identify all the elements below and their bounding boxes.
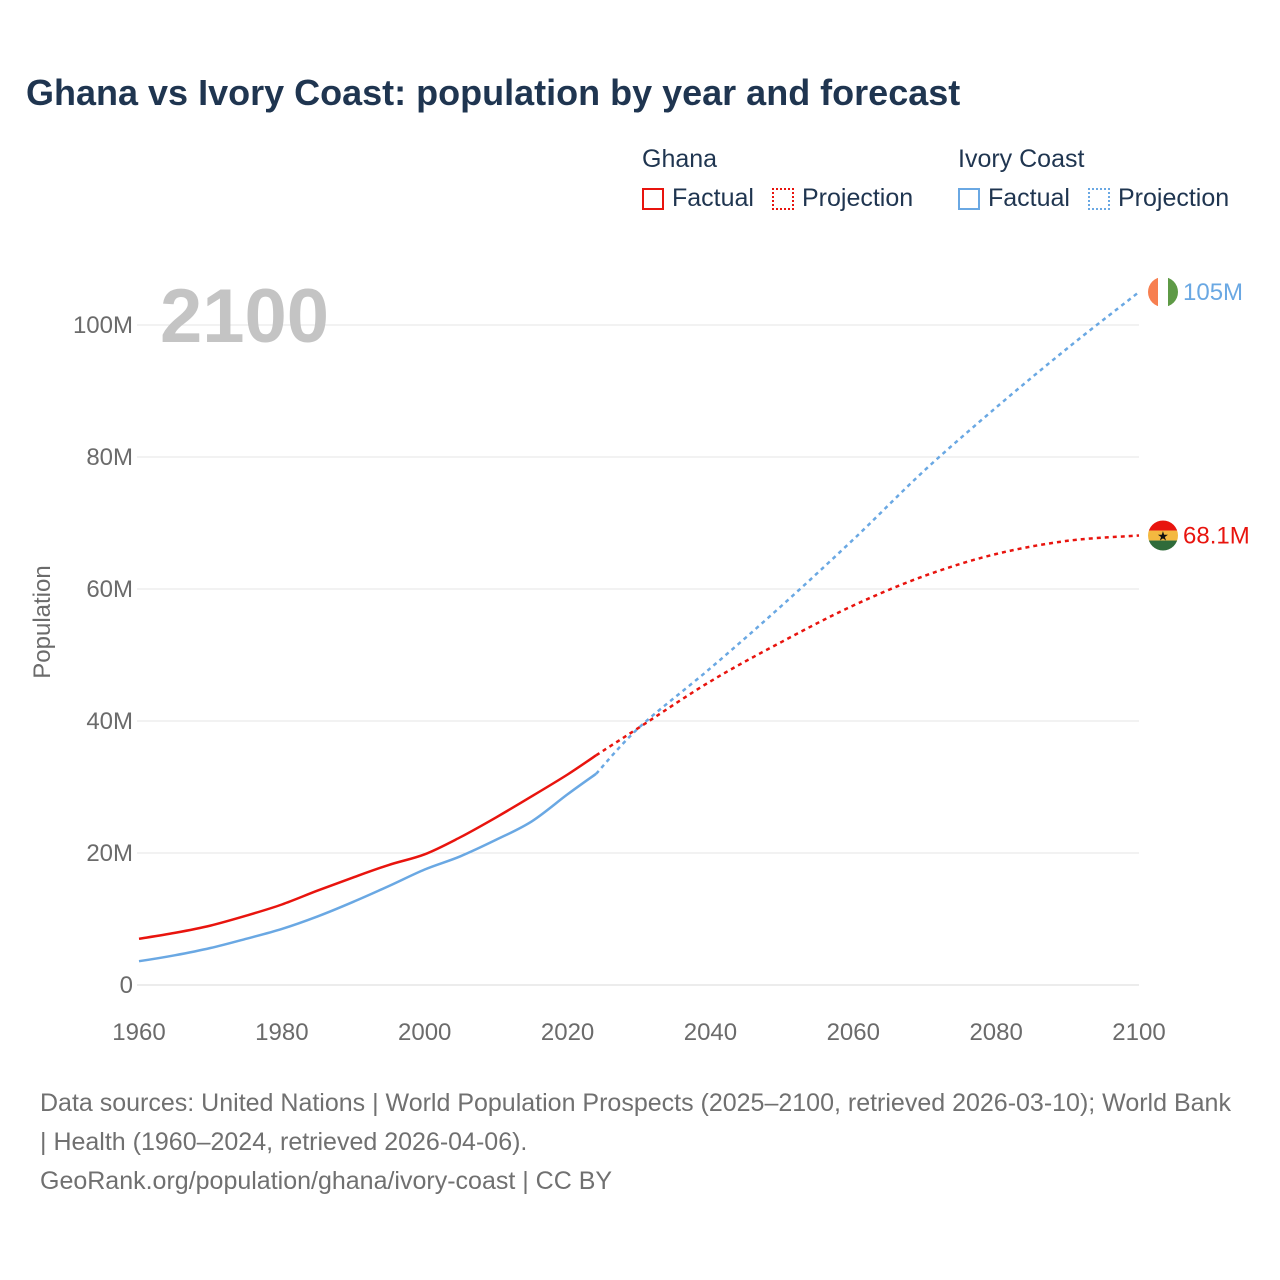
x-tick-label: 2000	[398, 1019, 451, 1046]
x-tick-label: 1960	[112, 1019, 165, 1046]
ghana-projection-line	[595, 534, 1140, 757]
legend-ivory-factual-label: Factual	[988, 184, 1070, 212]
y-tick-label: 100M	[73, 312, 133, 339]
marker-layer: ★ 68.1M 105M	[1148, 277, 1250, 551]
ivory-coast-end-label: 105M	[1183, 279, 1243, 306]
y-tick-label: 0	[120, 972, 133, 999]
legend-swatch-ivory-projection	[1087, 187, 1110, 210]
series-layer	[138, 291, 1140, 963]
chart-title: Ghana vs Ivory Coast: population by year…	[26, 72, 961, 113]
ivory-coast-projection-line	[595, 291, 1140, 775]
x-tick-label: 2060	[827, 1019, 880, 1046]
y-tick-label: 20M	[86, 840, 133, 867]
legend-ghana: Ghana Factual Projection	[642, 142, 931, 213]
axis-layer: 0 20M 40M 60M 80M 100M 1960 1980 2000 2020 2040 206…	[73, 312, 1166, 1046]
legend-ivory-name: Ivory Coast	[958, 145, 1085, 173]
y-tick-label: 60M	[86, 576, 133, 603]
legend-swatch-ivory-factual	[958, 187, 980, 210]
legend-ivory-projection-label: Projection	[1117, 184, 1230, 212]
grid-layer	[137, 324, 1139, 986]
x-tick-label: 2020	[541, 1019, 594, 1046]
x-tick-label: 2100	[1112, 1019, 1165, 1046]
y-axis-label: Population	[29, 565, 56, 678]
ivory-coast-flag-icon	[1148, 277, 1178, 307]
y-tick-label: 80M	[86, 444, 133, 471]
legend-ivory-projection[interactable]: Projection	[1087, 184, 1230, 213]
y-tick-label: 40M	[86, 708, 133, 735]
year-watermark: 2100	[160, 274, 329, 359]
legend-ivory-factual[interactable]: Factual	[958, 184, 1070, 213]
ghana-end-label: 68.1M	[1183, 523, 1250, 550]
legend-ghana-factual-label: Factual	[672, 184, 754, 212]
ghana-factual-line	[138, 754, 597, 941]
legend-ghana-name: Ghana	[642, 145, 718, 173]
legend-swatch-ghana-factual	[642, 187, 664, 210]
ghana-flag-icon: ★	[1148, 520, 1178, 551]
source-line-2[interactable]: GeoRank.org/population/ghana/ivory-coast…	[40, 1167, 613, 1195]
legend-ivory-coast: Ivory Coast Factual Projection	[958, 142, 1247, 213]
svg-text:★: ★	[1157, 530, 1169, 545]
source-line-1: Data sources: United Nations | World Pop…	[40, 1089, 1231, 1156]
x-tick-label: 2080	[969, 1019, 1022, 1046]
data-sources: Data sources: United Nations | World Pop…	[40, 1084, 1240, 1201]
ivory-coast-factual-line	[138, 772, 597, 963]
legend-ghana-projection[interactable]: Projection	[771, 184, 914, 213]
x-tick-label: 1980	[255, 1019, 308, 1046]
legend-ghana-factual[interactable]: Factual	[642, 184, 754, 213]
x-tick-label: 2040	[684, 1019, 737, 1046]
legend-swatch-ghana-projection	[771, 187, 794, 210]
legend-ghana-projection-label: Projection	[801, 184, 914, 212]
